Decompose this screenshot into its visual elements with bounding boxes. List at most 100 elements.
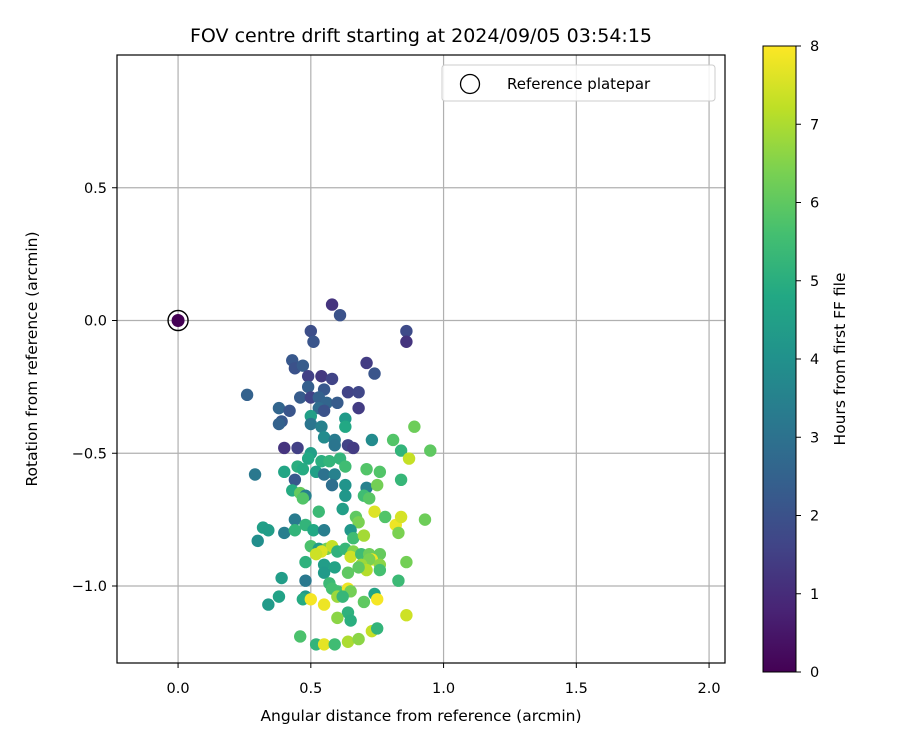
colorbar-tick-label: 0	[810, 665, 819, 681]
data-point	[352, 632, 365, 646]
data-point	[394, 510, 408, 524]
data-point	[328, 561, 341, 574]
data-point	[336, 590, 349, 603]
x-tick-label: 0.5	[299, 681, 322, 697]
data-point	[331, 611, 344, 625]
data-point	[357, 595, 371, 609]
data-point	[315, 370, 328, 383]
data-point	[370, 478, 384, 492]
data-point	[317, 431, 331, 444]
data-point	[262, 598, 275, 611]
data-point	[336, 502, 349, 516]
data-point	[325, 372, 339, 386]
colorbar-ticks: 0 1 2 3 4 5 6 7 8	[796, 39, 819, 681]
data-point	[293, 630, 307, 643]
data-point	[328, 439, 341, 452]
x-tick-label: 1.0	[432, 681, 455, 697]
data-point	[360, 462, 373, 476]
data-point	[278, 441, 291, 455]
data-point	[341, 635, 355, 648]
data-point	[400, 335, 413, 348]
data-point	[339, 460, 352, 473]
legend: Reference platepar	[441, 64, 716, 102]
data-point	[357, 529, 371, 542]
colorbar-tick-label: 7	[810, 117, 819, 133]
data-point	[278, 465, 291, 479]
data-point	[363, 492, 376, 505]
data-point	[317, 524, 331, 537]
legend-box	[441, 64, 716, 102]
data-point	[370, 622, 384, 635]
x-tick-label: 0.0	[167, 681, 190, 697]
y-tick-label: 0.5	[84, 181, 107, 197]
reference-marker	[167, 309, 189, 332]
data-point	[317, 404, 331, 417]
data-point	[352, 401, 365, 415]
colorbar-tick-label: 6	[810, 196, 819, 212]
data-point	[400, 324, 413, 338]
data-point	[272, 401, 286, 415]
x-axis-title: Angular distance from reference (arcmin)	[260, 707, 581, 725]
x-ticks: 0.0 0.5 1.0 1.5 2.0	[167, 663, 721, 697]
colorbar-tick-label: 3	[810, 430, 819, 446]
data-point	[392, 526, 405, 540]
y-tick-label: −1.0	[72, 579, 107, 595]
data-point	[418, 513, 432, 526]
data-point	[394, 473, 408, 487]
data-point	[400, 555, 413, 569]
colorbar-tick-label: 5	[810, 274, 819, 290]
colorbar-tick-label: 2	[810, 509, 819, 525]
data-point	[402, 452, 416, 465]
data-point	[296, 492, 310, 505]
data-point	[331, 396, 344, 410]
colorbar-tick-label: 4	[810, 352, 819, 368]
x-tick-label: 1.5	[565, 681, 588, 697]
data-point	[365, 433, 379, 447]
colorbar-tick-label: 8	[810, 39, 819, 55]
data-point	[301, 452, 315, 465]
data-point	[352, 561, 365, 574]
data-point	[341, 385, 355, 399]
y-axis-title: Rotation from reference (arcmin)	[23, 231, 41, 486]
data-point	[339, 420, 352, 433]
data-point	[272, 417, 286, 431]
data-point	[309, 547, 323, 561]
data-point	[304, 417, 318, 431]
data-point	[299, 574, 312, 587]
data-point	[323, 455, 336, 468]
data-point	[325, 298, 339, 311]
data-point	[315, 420, 328, 433]
data-point	[307, 335, 320, 348]
data-point	[288, 524, 302, 537]
data-point	[288, 513, 302, 526]
data-point	[296, 359, 310, 372]
y-ticks: 0.5 0.0 −0.5 −1.0	[72, 181, 117, 595]
data-point	[378, 510, 392, 524]
data-point	[408, 420, 421, 433]
data-point	[317, 566, 331, 579]
data-point	[251, 534, 264, 548]
data-point	[328, 468, 341, 481]
data-point	[307, 524, 320, 537]
colorbar-gradient	[762, 45, 797, 673]
data-point	[325, 478, 339, 492]
data-point	[304, 324, 318, 338]
data-point	[339, 489, 352, 502]
legend-entry: Reference platepar	[507, 75, 651, 93]
data-point	[304, 593, 318, 606]
data-point	[352, 516, 365, 529]
reference-layer	[167, 309, 189, 332]
data-point	[368, 367, 381, 380]
data-point	[424, 444, 437, 457]
data-point	[352, 385, 365, 399]
data-point	[360, 356, 373, 370]
data-point	[288, 473, 302, 487]
chart-title: FOV centre drift starting at 2024/09/05 …	[190, 25, 652, 47]
data-point	[317, 468, 331, 481]
data-point	[328, 638, 341, 651]
data-point	[347, 441, 360, 455]
plot-frame	[116, 54, 726, 664]
data-point	[240, 388, 254, 402]
data-point	[301, 380, 315, 394]
data-point	[368, 505, 381, 518]
